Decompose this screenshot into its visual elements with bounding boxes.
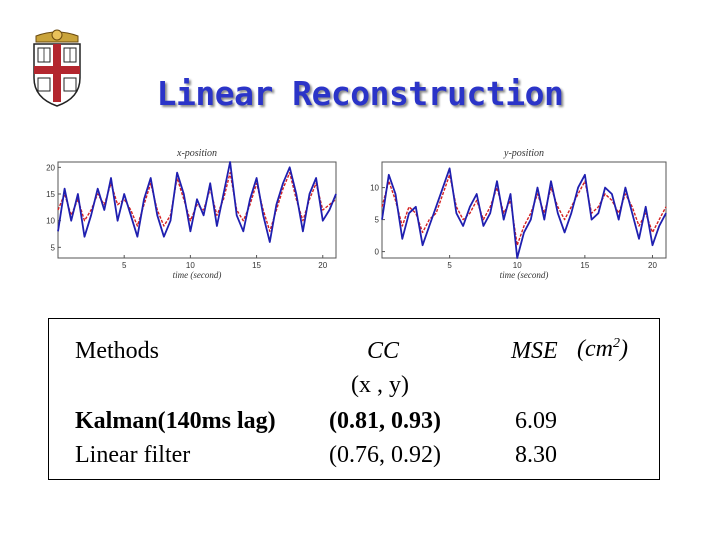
y-tick-label: 5 <box>51 243 56 252</box>
series-line <box>381 174 667 246</box>
y-tick-label: 20 <box>46 163 55 172</box>
shield-logo-icon <box>33 29 81 107</box>
mse-unit-text: (cm <box>577 336 613 362</box>
x-axis-label: time (second) <box>173 270 222 280</box>
x-tick-label: 5 <box>447 261 452 270</box>
row-mse: 6.09 <box>515 408 557 434</box>
x-position-chart: x-position time (second) 5 10 15 20 5 10 15 20 <box>46 148 337 280</box>
row-cc: (0.81, 0.93) <box>329 408 441 434</box>
header-cc: CC <box>367 338 400 364</box>
header-cc-sub: (x , y) <box>351 372 409 398</box>
series-line <box>57 161 337 243</box>
x-tick-label: 15 <box>580 261 589 270</box>
chart-title: x-position <box>176 148 217 159</box>
plot-frame <box>57 161 337 259</box>
row-method: Linear filter <box>75 442 191 468</box>
row-method: Kalman(140ms lag) <box>75 408 276 434</box>
y-tick-label: 10 <box>370 184 379 193</box>
y-tick-label: 15 <box>46 190 55 199</box>
y-tick-label: 0 <box>375 248 380 257</box>
x-tick-label: 20 <box>648 261 657 270</box>
plot-frame <box>381 161 667 259</box>
y-tick-label: 5 <box>375 216 380 225</box>
chart-title: y-position <box>503 148 544 159</box>
header-methods: Methods <box>75 338 159 364</box>
x-tick-label: 15 <box>252 261 261 270</box>
row-cc: (0.76, 0.92) <box>329 442 441 468</box>
x-tick-label: 10 <box>513 261 522 270</box>
y-tick-label: 10 <box>46 217 55 226</box>
x-tick-label: 10 <box>186 261 195 270</box>
x-tick-label: 5 <box>122 261 127 270</box>
series-line <box>57 172 337 232</box>
header-mse: MSE <box>511 338 558 364</box>
page-title: Linear Reconstruction <box>156 74 564 113</box>
x-axis-label: time (second) <box>500 270 549 280</box>
series-line <box>381 167 667 259</box>
mse-unit-close: ) <box>619 336 628 362</box>
results-table: Methods CC (x , y) MSE (cm2) Kalman(140m… <box>48 318 660 480</box>
x-tick-label: 20 <box>318 261 327 270</box>
header-mse-unit: (cm2) <box>577 336 628 362</box>
mse-unit-exponent: 2 <box>612 336 620 351</box>
y-position-chart: y-position time (second) 5 10 15 20 0 5 10 <box>370 148 667 280</box>
row-mse: 8.30 <box>515 442 557 468</box>
